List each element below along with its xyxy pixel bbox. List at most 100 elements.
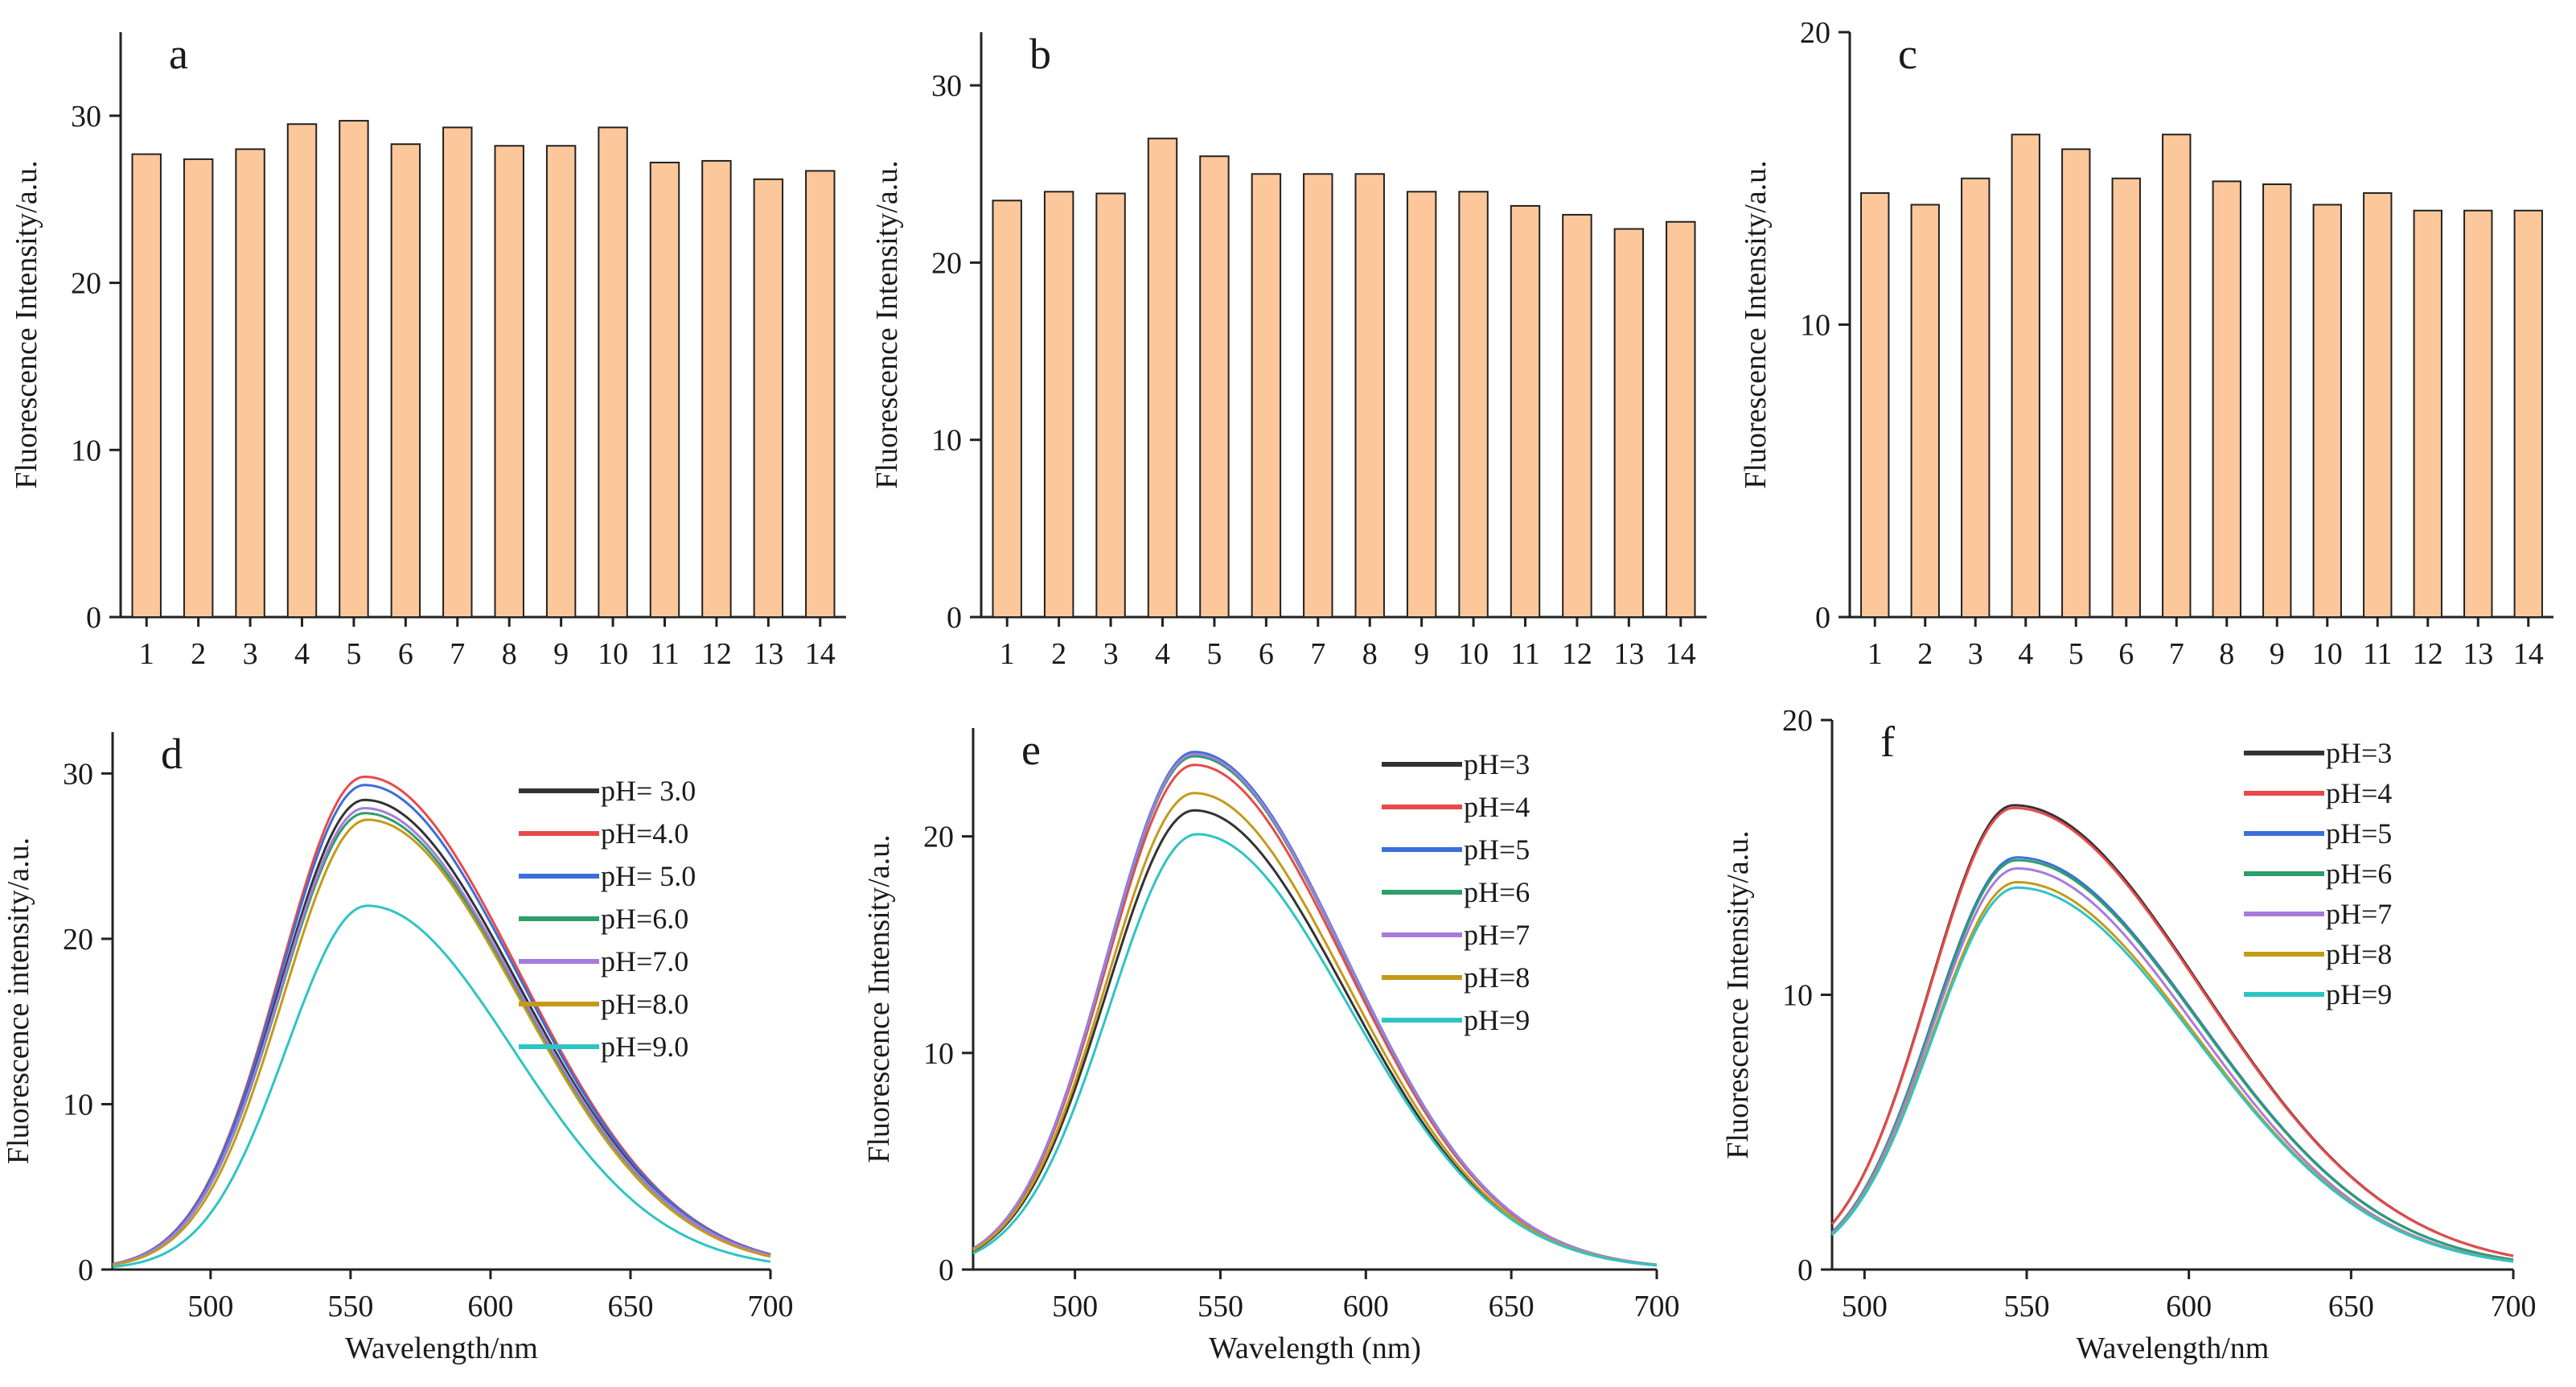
series-line-4: [972, 752, 1658, 1266]
x-tick-label: 500: [1052, 1290, 1098, 1323]
bar: [805, 170, 836, 619]
x-tick-label: 650: [1489, 1290, 1535, 1323]
x-tick-label: 11: [2363, 637, 2393, 671]
x-tick-label: 14: [1666, 637, 1696, 671]
legend-label: pH=4: [1464, 791, 1530, 823]
panel-f: 0 10 20 Fluorescence Intensity/a.u. f 500 550 6…: [1721, 704, 2537, 1365]
x-tick-label: 6: [398, 637, 413, 671]
x-tick-label: 14: [2513, 637, 2544, 671]
y-tick-label: 10: [71, 434, 101, 467]
bar: [1910, 204, 1940, 618]
legend-label: pH=7.0: [601, 945, 688, 977]
bar: [1666, 220, 1696, 618]
series-line-6: [972, 833, 1658, 1267]
x-tick-label: 2: [1051, 637, 1066, 671]
bar: [2061, 148, 2091, 618]
x-tick-label: 550: [2004, 1290, 2050, 1323]
bar: [1199, 155, 1230, 619]
bar: [390, 143, 421, 618]
x-tick-label: 650: [607, 1290, 653, 1323]
bar: [1095, 192, 1126, 618]
bar: [1961, 177, 1991, 618]
bar: [2312, 204, 2342, 618]
series-line-1: [972, 763, 1658, 1266]
x-tick-label: 12: [701, 637, 732, 671]
x-tick-label: 3: [243, 637, 258, 671]
y-tick-label: 20: [923, 821, 954, 854]
bar: [339, 120, 369, 619]
y-axis-label: Fluorescence Intensity/a.u.: [1721, 830, 1755, 1159]
x-tick-label: 12: [1562, 637, 1592, 671]
y-tick-label: 0: [78, 1253, 93, 1287]
y-tick-label: 0: [86, 601, 101, 635]
bar: [701, 159, 732, 618]
bar: [286, 123, 318, 618]
x-tick-label: 13: [2463, 637, 2493, 671]
y-axis-label: Fluorescence Intensity/a.u.: [10, 160, 43, 488]
y-tick-label: 10: [923, 1037, 954, 1071]
x-tick-label: 10: [1458, 637, 1489, 671]
series-line-2: [972, 751, 1658, 1266]
bar: [1562, 213, 1592, 618]
x-tick-label: 7: [2169, 637, 2184, 671]
bar: [1303, 173, 1333, 618]
bar: [598, 126, 628, 618]
x-tick-label: 2: [1917, 637, 1933, 671]
y-tick-label: 20: [1800, 16, 1830, 50]
x-tick-label: 500: [187, 1290, 233, 1323]
x-tick-label: 600: [2166, 1290, 2212, 1323]
bar: [1510, 204, 1541, 618]
y-axis-label: Fluorescence Intensity/a.u.: [1739, 160, 1773, 488]
x-tick-label: 6: [2118, 637, 2134, 671]
bar: [2463, 209, 2493, 618]
bar: [992, 200, 1022, 618]
y-tick-label: 0: [1797, 1253, 1813, 1287]
bar: [1860, 191, 1890, 619]
y-tick-label: 30: [931, 69, 962, 103]
x-tick-label: 8: [1362, 637, 1378, 671]
x-tick-label: 3: [1968, 637, 1983, 671]
x-tick-label: 700: [748, 1290, 794, 1323]
series-line-4: [112, 806, 771, 1266]
bar: [1458, 191, 1489, 619]
legend-label: pH=9: [1464, 1004, 1530, 1036]
bar: [235, 148, 265, 618]
x-tick-label: 9: [553, 637, 569, 671]
y-tick-label: 10: [63, 1088, 93, 1122]
series-line-5: [1830, 880, 2514, 1263]
y-tick-label: 10: [1782, 979, 1813, 1013]
legend-label: pH=7: [1464, 919, 1530, 951]
bar: [1406, 191, 1437, 619]
x-tick-label: 9: [2270, 637, 2285, 671]
bar: [1043, 191, 1074, 619]
x-tick-label: 7: [450, 637, 465, 671]
y-tick-label: 30: [71, 100, 101, 134]
x-tick-label: 11: [650, 637, 680, 671]
series-line-3: [972, 755, 1658, 1266]
x-tick-label: 600: [1343, 1290, 1389, 1323]
x-tick-label: 4: [294, 637, 310, 671]
bar: [2413, 209, 2442, 618]
x-tick-label: 2: [191, 637, 206, 671]
bar: [1354, 173, 1385, 618]
x-axis-label: Wavelength/nm: [2077, 1331, 2270, 1365]
bar: [2363, 191, 2393, 619]
series-line-6: [112, 904, 771, 1269]
y-tick-label: 20: [931, 246, 962, 280]
legend-label: pH=5: [2326, 817, 2392, 850]
x-tick-label: 10: [598, 637, 628, 671]
series-line-5: [972, 792, 1658, 1266]
x-tick-label: 5: [1206, 637, 1222, 671]
x-tick-label: 650: [2328, 1290, 2374, 1323]
y-tick-label: 20: [63, 923, 93, 957]
x-tick-label: 600: [467, 1290, 513, 1323]
x-tick-label: 9: [1414, 637, 1429, 671]
x-tick-label: 5: [346, 637, 361, 671]
x-tick-label: 13: [1613, 637, 1644, 671]
bar: [2212, 180, 2241, 618]
x-tick-label: 700: [2491, 1290, 2537, 1323]
x-tick-label: 4: [2018, 637, 2033, 671]
legend-label: pH= 3.0: [601, 775, 696, 807]
